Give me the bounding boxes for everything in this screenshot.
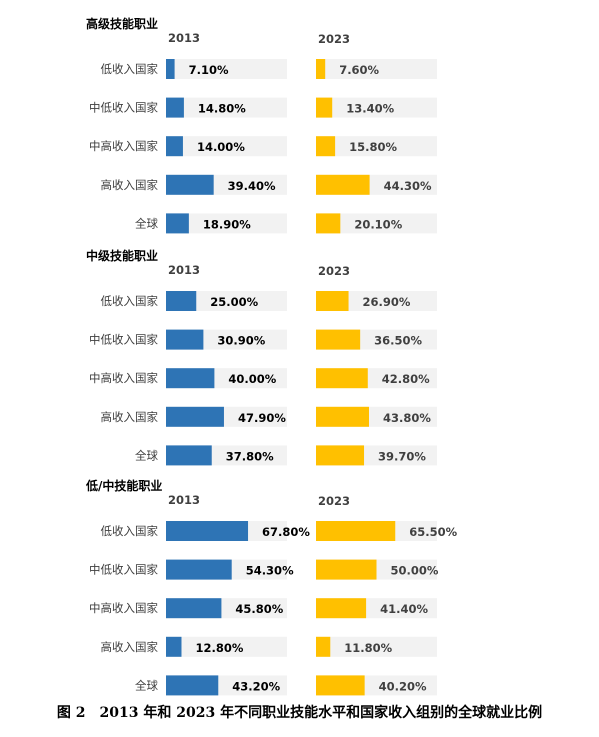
data-label: 39.40% bbox=[228, 179, 276, 193]
data-label: 44.30% bbox=[384, 179, 432, 193]
bar-2023 bbox=[316, 675, 365, 696]
category-label: 高收入国家 bbox=[101, 640, 159, 654]
bar-2013 bbox=[166, 406, 224, 427]
bar-2013 bbox=[166, 368, 215, 389]
bar-track bbox=[316, 636, 437, 657]
bar-track bbox=[316, 213, 437, 234]
data-label: 37.80% bbox=[226, 449, 274, 463]
bar-track bbox=[316, 97, 437, 118]
bar-2023 bbox=[316, 329, 361, 350]
data-label: 43.80% bbox=[383, 411, 431, 425]
bar-track bbox=[166, 136, 287, 157]
category-label: 低收入国家 bbox=[101, 62, 159, 76]
bar-2013 bbox=[166, 59, 175, 79]
data-label: 26.90% bbox=[363, 295, 411, 309]
data-label: 40.20% bbox=[379, 679, 427, 693]
data-label: 15.80% bbox=[349, 140, 397, 154]
category-label: 中低收入国家 bbox=[89, 563, 158, 577]
bar-2013 bbox=[166, 329, 204, 350]
year-label: 2023 bbox=[318, 264, 350, 278]
data-label: 11.80% bbox=[344, 641, 392, 655]
panel-title: 高级技能职业 bbox=[86, 16, 158, 31]
data-label: 7.60% bbox=[339, 63, 379, 77]
year-label: 2023 bbox=[318, 32, 350, 46]
data-label: 42.80% bbox=[382, 372, 430, 386]
category-label: 中高收入国家 bbox=[89, 601, 158, 615]
year-label: 2013 bbox=[168, 263, 200, 277]
category-label: 低收入国家 bbox=[101, 524, 159, 538]
bar-2023 bbox=[316, 559, 377, 580]
category-label: 全球 bbox=[135, 678, 158, 692]
bar-track bbox=[316, 59, 437, 79]
data-label: 14.00% bbox=[197, 140, 245, 154]
data-label: 50.00% bbox=[391, 564, 439, 578]
year-label: 2023 bbox=[318, 494, 350, 508]
data-label: 25.00% bbox=[210, 295, 258, 309]
category-label: 中高收入国家 bbox=[89, 371, 158, 385]
data-label: 65.50% bbox=[409, 525, 457, 539]
bar-2013 bbox=[166, 291, 197, 311]
data-label: 36.50% bbox=[374, 334, 422, 348]
bar-2023 bbox=[316, 636, 331, 657]
bar-2023 bbox=[316, 445, 365, 466]
bar-2013 bbox=[166, 559, 232, 580]
bar-2013 bbox=[166, 136, 183, 157]
data-label: 43.20% bbox=[232, 679, 280, 693]
year-label: 2013 bbox=[168, 493, 200, 507]
bar-2023 bbox=[316, 368, 368, 389]
data-label: 7.10% bbox=[189, 63, 229, 77]
bar-2023 bbox=[316, 59, 326, 79]
employment-share-chart: 高级技能职业 2013 7.10% 14.80% 14.00% 39.40% 18.90% 2… bbox=[85, 16, 458, 696]
bar-2023 bbox=[316, 406, 369, 427]
category-label: 全球 bbox=[135, 448, 158, 462]
bar-2013 bbox=[166, 174, 214, 195]
bar-track bbox=[166, 213, 287, 234]
bar-2013 bbox=[166, 445, 212, 466]
panel-title: 低/中技能职业 bbox=[85, 478, 162, 493]
data-label: 39.70% bbox=[378, 449, 426, 463]
bar-2023 bbox=[316, 213, 341, 234]
data-label: 67.80% bbox=[262, 525, 310, 539]
data-label: 18.90% bbox=[203, 217, 251, 231]
category-label: 高收入国家 bbox=[101, 178, 159, 192]
bar-2023 bbox=[316, 136, 336, 157]
bar-2013 bbox=[166, 675, 219, 696]
data-label: 13.40% bbox=[346, 102, 394, 116]
bar-track bbox=[166, 97, 287, 118]
bar-2013 bbox=[166, 521, 249, 541]
bar-2013 bbox=[166, 598, 222, 619]
data-label: 45.80% bbox=[235, 602, 283, 616]
bar-2023 bbox=[316, 598, 367, 619]
figure-caption: 图 2 2013 年和 2023 年不同职业技能水平和国家收入组别的全球就业比例 bbox=[56, 705, 543, 721]
category-label: 全球 bbox=[135, 216, 158, 230]
bar-track bbox=[166, 59, 287, 79]
category-label: 中高收入国家 bbox=[89, 139, 158, 153]
bar-track bbox=[166, 636, 287, 657]
data-label: 30.90% bbox=[217, 334, 265, 348]
category-label: 高收入国家 bbox=[101, 410, 159, 424]
data-label: 54.30% bbox=[246, 564, 294, 578]
year-label: 2013 bbox=[168, 31, 200, 45]
bar-2013 bbox=[166, 97, 184, 118]
bar-2023 bbox=[316, 174, 370, 195]
bar-2023 bbox=[316, 291, 349, 311]
data-label: 41.40% bbox=[380, 602, 428, 616]
bar-2023 bbox=[316, 521, 396, 541]
data-label: 40.00% bbox=[228, 372, 276, 386]
bar-2013 bbox=[166, 213, 189, 234]
panel-title: 中级技能职业 bbox=[86, 248, 158, 263]
bar-2013 bbox=[166, 636, 182, 657]
category-label: 低收入国家 bbox=[101, 294, 159, 308]
data-label: 14.80% bbox=[198, 102, 246, 116]
data-label: 47.90% bbox=[238, 411, 286, 425]
bar-track bbox=[316, 136, 437, 157]
category-label: 中低收入国家 bbox=[89, 101, 158, 115]
category-label: 中低收入国家 bbox=[89, 333, 158, 347]
bar-2023 bbox=[316, 97, 333, 118]
data-label: 20.10% bbox=[354, 217, 402, 231]
data-label: 12.80% bbox=[195, 641, 243, 655]
